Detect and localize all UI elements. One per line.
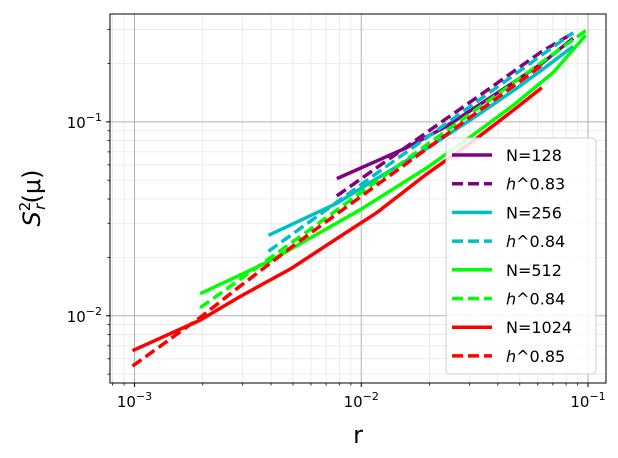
y-axis-title-main: S bbox=[18, 211, 46, 226]
legend-label-1: h^0.83 bbox=[506, 175, 565, 194]
x-tick-label: 10−3 bbox=[117, 390, 152, 411]
legend-label-6: N=1024 bbox=[506, 318, 572, 337]
legend-box bbox=[445, 137, 597, 375]
legend-label-7: h^0.85 bbox=[506, 347, 565, 366]
legend-label-0: N=128 bbox=[506, 146, 562, 165]
y-axis-title-sup: 2 bbox=[16, 202, 34, 212]
legend-label-5: h^0.84 bbox=[506, 290, 565, 309]
series-line-1 bbox=[335, 31, 574, 198]
y-axis-title: S2r(μ) bbox=[16, 170, 49, 227]
axis-ticks: 10−3 10−2 10−1 10−2 10−1 bbox=[67, 28, 606, 411]
series-line-5 bbox=[199, 29, 587, 310]
x-axis-title: r bbox=[353, 421, 363, 449]
y-axis-title-tail: (μ) bbox=[18, 170, 46, 204]
series-line-3 bbox=[267, 31, 575, 253]
series-line-7 bbox=[131, 64, 543, 368]
legend-label-3: h^0.84 bbox=[506, 232, 565, 251]
x-tick-label: 10−2 bbox=[344, 390, 379, 411]
y-tick-label: 10−2 bbox=[67, 305, 102, 326]
legend: N=128 h^0.83 N=256 h^0.84 N=512 h^0.84 N=1024 h… bbox=[445, 137, 597, 375]
y-axis-title-sub: r bbox=[31, 203, 49, 210]
plot-frame bbox=[109, 13, 607, 384]
plot-lines bbox=[131, 29, 588, 368]
legend-label-2: N=256 bbox=[506, 203, 562, 222]
legend-label-4: N=512 bbox=[506, 261, 562, 280]
series-line-6 bbox=[131, 86, 543, 353]
y-tick-label: 10−1 bbox=[67, 111, 102, 132]
x-tick-label: 10−1 bbox=[570, 390, 605, 411]
